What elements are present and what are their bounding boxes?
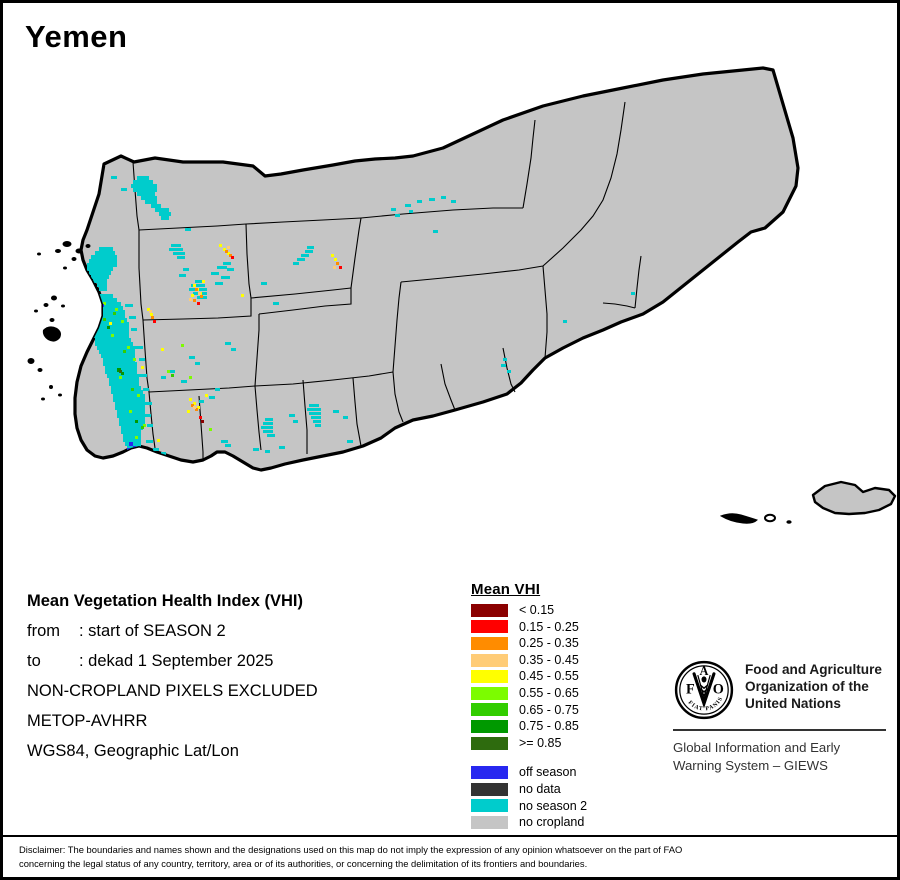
- map-canvas[interactable]: [3, 58, 897, 563]
- legend-class-swatch: [471, 703, 508, 717]
- info-projection: WGS84, Geographic Lat/Lon: [27, 742, 239, 760]
- legend-class-label: 0.25 - 0.35: [519, 636, 579, 651]
- fao-divider: [673, 729, 886, 731]
- legend-class-label: 0.65 - 0.75: [519, 702, 579, 717]
- legend-class-row: 0.35 - 0.45: [471, 652, 587, 669]
- map-legend: Mean VHI < 0.15 0.15 - 0.25 0.25 - 0.35 0.3…: [471, 581, 587, 831]
- page-title: Yemen: [25, 19, 128, 54]
- legend-class-swatch: [471, 620, 508, 634]
- legend-special-row: no cropland: [471, 814, 587, 831]
- legend-class-row: 0.45 - 0.55: [471, 668, 587, 685]
- legend-class-row: 0.25 - 0.35: [471, 635, 587, 652]
- abd-al-kuri-island: [719, 513, 758, 524]
- legend-spacer: [471, 751, 587, 764]
- legend-class-label: 0.45 - 0.55: [519, 669, 579, 684]
- samhah-island: [764, 513, 776, 523]
- giews-line2: Warning System – GIEWS: [673, 758, 828, 773]
- info-heading: Mean Vegetation Health Index (VHI): [27, 592, 303, 610]
- legend-class-row: 0.65 - 0.75: [471, 702, 587, 719]
- legend-special-swatch: [471, 782, 508, 796]
- legend-class-row: < 0.15: [471, 602, 587, 619]
- svg-text:F: F: [686, 682, 695, 698]
- legend-class-swatch: [471, 719, 508, 733]
- legend-special-row: no data: [471, 781, 587, 798]
- fao-org-line3: United Nations: [745, 696, 841, 711]
- legend-special-label: no season 2: [519, 798, 588, 813]
- disclaimer-text: Disclaimer: The boundaries and names sho…: [19, 843, 881, 871]
- legend-special-label: off season: [519, 765, 577, 780]
- legend-class-row: 0.15 - 0.25: [471, 619, 587, 636]
- giews-line1: Global Information and Early: [673, 740, 841, 755]
- legend-class-swatch: [471, 653, 508, 667]
- map-info-block: Mean Vegetation Health Index (VHI) from …: [27, 586, 447, 766]
- legend-class-list: < 0.15 0.15 - 0.25 0.25 - 0.35 0.35 - 0.45 0…: [471, 602, 587, 751]
- legend-class-row: 0.55 - 0.65: [471, 685, 587, 702]
- map-socotra-island: [719, 480, 897, 524]
- legend-special-row: off season: [471, 764, 587, 781]
- legend-special-row: no season 2: [471, 798, 587, 815]
- legend-class-label: 0.75 - 0.85: [519, 719, 579, 734]
- legend-class-row: 0.75 - 0.85: [471, 718, 587, 735]
- map-red-sea-islets: [27, 241, 91, 401]
- legend-class-swatch: [471, 603, 508, 617]
- info-from-value: : start of SEASON 2: [79, 622, 226, 640]
- legend-class-label: >= 0.85: [519, 735, 562, 750]
- svg-text:O: O: [713, 682, 724, 698]
- disclaimer-line2: concerning the legal status of any count…: [19, 858, 588, 869]
- map-admin-boundaries: [132, 101, 642, 460]
- info-from-key: from: [27, 622, 60, 640]
- legend-class-label: 0.55 - 0.65: [519, 686, 579, 701]
- info-row-from: from : start of SEASON 2: [27, 616, 447, 646]
- legend-class-label: 0.35 - 0.45: [519, 652, 579, 667]
- fao-branding-block: F A O FIAT PANIS Food and Agriculture Or…: [673, 659, 888, 775]
- disclaimer-divider: [3, 835, 897, 837]
- legend-special-label: no cropland: [519, 815, 585, 830]
- legend-title: Mean VHI: [471, 581, 541, 598]
- info-row-to: to : dekad 1 September 2025: [27, 646, 447, 676]
- info-to-key: to: [27, 652, 41, 670]
- legend-class-label: 0.15 - 0.25: [519, 619, 579, 634]
- fao-org-line1: Food and Agriculture: [745, 662, 882, 677]
- fao-top-row: F A O FIAT PANIS Food and Agriculture Or…: [673, 659, 888, 721]
- giews-label: Global Information and Early Warning Sys…: [673, 739, 888, 775]
- info-sensor: METOP-AVHRR: [27, 712, 148, 730]
- yemen-map[interactable]: [3, 58, 897, 563]
- legend-special-swatch: [471, 766, 508, 780]
- info-cropland-note: NON-CROPLAND PIXELS EXCLUDED: [27, 682, 318, 700]
- map-vhi-pixels: [83, 176, 659, 466]
- legend-special-swatch: [471, 815, 508, 829]
- legend-class-row: >= 0.85: [471, 735, 587, 752]
- info-to-value: : dekad 1 September 2025: [79, 652, 274, 670]
- legend-class-label: < 0.15: [519, 603, 555, 618]
- legend-special-list: off season no data no season 2 no cropland: [471, 764, 587, 830]
- legend-special-label: no data: [519, 781, 561, 796]
- fao-org-line2: Organization of the: [745, 679, 869, 694]
- fao-organization-name: Food and Agriculture Organization of the…: [745, 659, 882, 712]
- legend-class-swatch: [471, 686, 508, 700]
- socotra-polygon: [811, 480, 897, 516]
- legend-class-swatch: [471, 736, 508, 750]
- legend-class-swatch: [471, 636, 508, 650]
- fao-logo-icon: F A O FIAT PANIS: [674, 660, 734, 720]
- legend-class-swatch: [471, 670, 508, 684]
- darsah-island: [786, 520, 792, 524]
- legend-special-swatch: [471, 799, 508, 813]
- svg-text:A: A: [700, 664, 709, 678]
- disclaimer-line1: Disclaimer: The boundaries and names sho…: [19, 844, 683, 855]
